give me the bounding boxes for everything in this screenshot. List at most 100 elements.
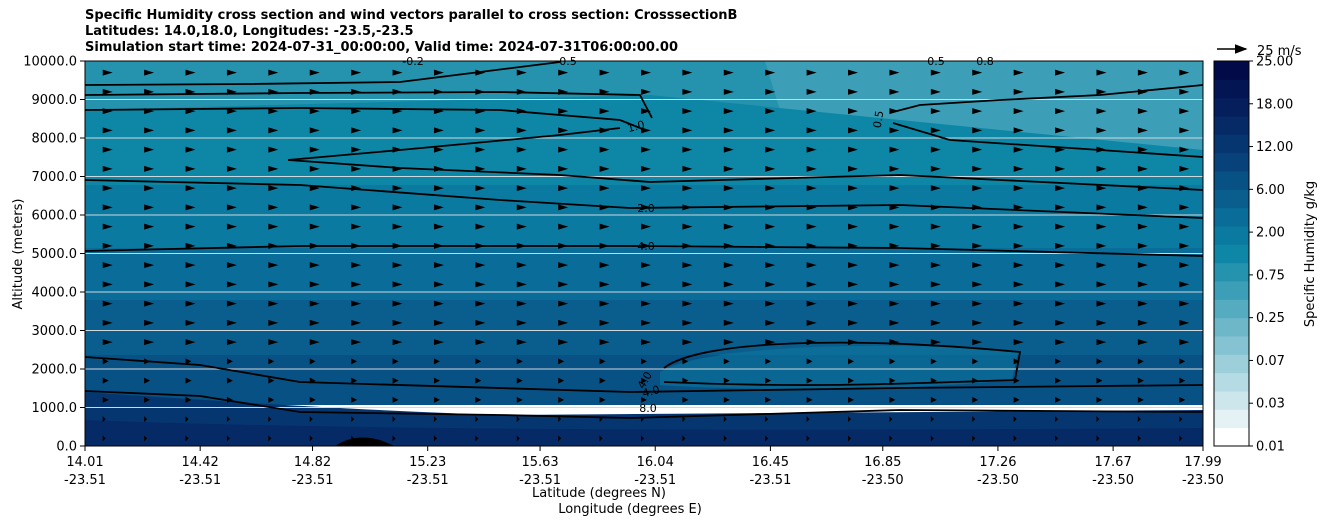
wind-vector [848,281,859,288]
wind-vector [972,204,983,211]
wind-vector [682,416,686,423]
wind-vector [144,435,148,442]
x-tick-lat: 16.04 [637,455,674,470]
wind-vector [102,396,109,403]
wind-vector [144,223,155,230]
wind-vector [351,108,362,115]
wind-vector [392,223,403,230]
wind-vector [475,435,479,442]
wind-vector [972,396,979,403]
wind-vector [1055,377,1062,384]
wind-vector [765,88,776,95]
wind-vector [682,281,693,288]
wind-vector [889,88,900,95]
wind-vector [1137,396,1144,403]
wind-vector [723,396,730,403]
y-tick-label: 0.0 [56,440,77,455]
wind-vector [392,339,403,346]
wind-vector [392,396,399,403]
wind-vector [930,435,934,442]
wind-vector [765,223,776,230]
wind-vector [433,204,444,211]
x-tick-lat: 17.99 [1184,455,1221,470]
wind-vectors [102,69,1190,442]
layer-pool-over [660,345,1018,389]
wind-vector [1096,300,1107,307]
wind-vector [599,377,606,384]
wind-vector [806,204,817,211]
wind-vector [268,127,279,134]
wind-vector [558,416,562,423]
wind-vector [889,69,900,76]
wind-vector [392,358,399,365]
colorbar-tick-label: 25.00 [1256,55,1293,70]
wind-vector [1013,377,1020,384]
wind-vector [1096,262,1107,269]
wind-vector [1055,300,1066,307]
wind-vector [558,108,569,115]
wind-vector [599,127,610,134]
wind-vector [185,165,196,172]
wind-vector [185,262,196,269]
wind-vector [682,108,693,115]
wind-vector [972,69,983,76]
wind-vector [185,146,196,153]
wind-vector [144,185,155,192]
colorbar-label: Specific Humidity g/kg [1303,181,1318,327]
wind-vector [806,396,813,403]
wind-vector [1096,242,1107,249]
wind-vector [806,281,817,288]
wind-vector [516,416,520,423]
wind-vector [475,339,486,346]
colorbar-swatch [1214,354,1249,374]
wind-vector [641,300,651,307]
x-axis-label-lat: Latitude (degrees N) [532,486,666,501]
contour-label: 0.5 [871,110,887,129]
wind-vector [806,416,810,423]
wind-vector [351,223,362,230]
wind-vector [1179,416,1183,423]
wind-vector [1013,185,1024,192]
wind-vector [226,88,237,95]
colorbar-swatch [1214,336,1249,355]
wind-vector [682,358,689,365]
wind-vector [806,146,817,153]
wind-vector [185,435,189,442]
wind-vector [889,127,900,134]
wind-vector [351,88,362,95]
wind-vector [185,108,196,115]
wind-vector [1096,377,1103,384]
wind-vector [226,377,233,384]
wind-vector [433,185,444,192]
wind-vector [1096,185,1107,192]
wind-vector [641,377,647,384]
wind-vector [723,339,734,346]
wind-vector [558,204,569,211]
colorbar-frame [1213,60,1250,447]
wind-vector [268,165,279,172]
wind-vector [599,204,610,211]
wind-vector [516,185,527,192]
wind-vector [185,281,196,288]
wind-vector [848,319,859,326]
wind-vector [641,416,644,423]
contour-label: 8.0 [639,402,657,415]
wind-vector [558,281,569,288]
wind-vector [226,262,237,269]
wind-vector [1137,435,1141,442]
wind-vector [558,319,569,326]
wind-vector [516,339,527,346]
wind-vector [226,300,237,307]
wind-vector [226,165,237,172]
wind-vector [599,69,610,76]
wind-vector [889,108,900,115]
wind-vector [930,223,941,230]
wind-vector [226,339,237,346]
wind-vector [765,396,772,403]
contour-80 [85,390,1203,419]
wind-vector [1096,319,1107,326]
colorbar-tick-label: 18.00 [1256,97,1293,112]
wind-vector [682,396,689,403]
wind-vector [1013,223,1024,230]
wind-vector [972,146,983,153]
